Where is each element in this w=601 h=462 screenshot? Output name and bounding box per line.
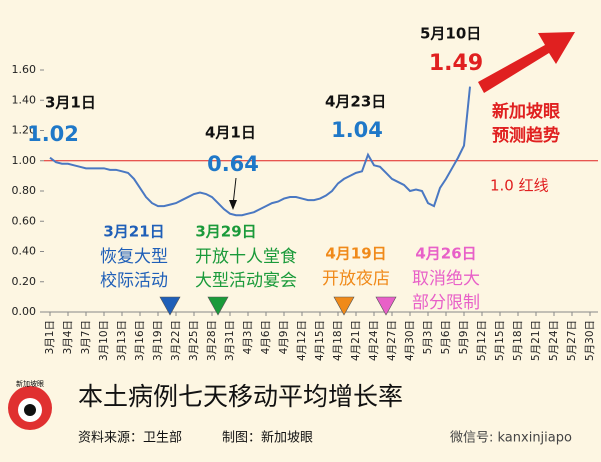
x-tick-label: 3月4日 [62, 320, 74, 354]
event-text: 大型活动宴会 [195, 271, 297, 291]
event-marker [207, 296, 229, 316]
x-tick-label: 4月15日 [314, 320, 326, 361]
annotation-value: 1.04 [331, 118, 383, 142]
x-tick-label: 4月6日 [260, 320, 272, 354]
trend-label: 预测趋势 [492, 125, 560, 146]
y-tick-label: 0.40 [12, 245, 37, 258]
x-tick-label: 5月24日 [548, 320, 560, 361]
maker: 制图：新加坡眼 [222, 430, 313, 446]
x-tick-label: 3月19日 [152, 320, 164, 361]
x-tick-label: 3月16日 [134, 320, 146, 361]
event-text: 校际活动 [100, 271, 168, 291]
x-tick-label: 3月13日 [116, 320, 128, 361]
chart-title: 本土病例七天移动平均增长率 [78, 382, 403, 411]
watermark: 微信号: kanxinjiapo [450, 431, 572, 446]
annotation-value: 1.49 [429, 51, 483, 76]
x-tick-label: 4月30日 [404, 320, 416, 361]
x-tick-label: 4月27日 [386, 320, 398, 361]
x-tick-label: 5月15日 [494, 320, 506, 361]
x-tick-label: 3月22日 [170, 320, 182, 361]
x-tick-label: 5月9日 [458, 320, 470, 354]
annotation-date: 4月1日 [205, 124, 256, 142]
x-tick-label: 5月30日 [584, 320, 596, 361]
annotation-date: 3月1日 [45, 94, 96, 112]
event-marker [375, 296, 397, 316]
event-marker [159, 296, 181, 316]
y-tick-label: 1.00 [12, 154, 37, 167]
source: 资料来源：卫生部 [78, 431, 182, 446]
annotation-value: 0.64 [207, 152, 259, 176]
x-tick-label: 5月6日 [440, 320, 452, 354]
x-tick-label: 3月1日 [44, 320, 56, 354]
event-text: 开放夜店 [322, 269, 390, 289]
x-tick-label: 3月28日 [206, 320, 218, 361]
x-tick-label: 4月9日 [278, 320, 290, 354]
x-tick-label: 5月27日 [566, 320, 578, 361]
x-tick-label: 4月21日 [350, 320, 362, 361]
x-tick-label: 4月3日 [242, 320, 254, 354]
reference-label: 1.0 红线 [490, 177, 549, 195]
annotation-date: 4月23日 [325, 93, 386, 111]
y-tick-label: 1.40 [12, 93, 37, 106]
event-text: 开放十人堂食 [195, 247, 297, 267]
logo-dot [24, 404, 36, 416]
y-tick-label: 0.00 [12, 305, 37, 318]
x-tick-label: 4月24日 [368, 320, 380, 361]
y-tick-label: 0.20 [12, 275, 37, 288]
x-tick-label: 3月7日 [80, 320, 92, 354]
x-tick-label: 4月12日 [296, 320, 308, 361]
event-text: 恢复大型 [100, 247, 168, 267]
x-tick-label: 3月10日 [98, 320, 110, 361]
logo-text: 新加坡眼 [16, 379, 44, 388]
event-date: 3月29日 [195, 223, 256, 241]
event-marker [333, 296, 355, 316]
y-tick-label: 1.60 [12, 63, 37, 76]
event-date: 3月21日 [103, 223, 164, 241]
trend-arrow [478, 32, 575, 93]
event-text: 取消绝大 [412, 269, 480, 289]
x-tick-label: 5月18日 [512, 320, 524, 361]
annotation-date: 5月10日 [420, 25, 481, 43]
trend-label: 新加坡眼 [492, 101, 560, 122]
event-text: 部分限制 [412, 293, 480, 313]
x-tick-label: 3月25日 [188, 320, 200, 361]
x-tick-label: 4月18日 [332, 320, 344, 361]
y-tick-label: 0.60 [12, 214, 37, 227]
x-tick-label: 3月31日 [224, 320, 236, 361]
data-line [49, 86, 471, 217]
pointer-head [229, 200, 237, 210]
x-tick-label: 5月12日 [476, 320, 488, 361]
x-tick-label: 5月3日 [422, 320, 434, 354]
event-date: 4月26日 [415, 245, 476, 263]
y-tick-label: 1.20 [12, 124, 37, 137]
y-tick-label: 0.80 [12, 184, 37, 197]
event-date: 4月19日 [325, 245, 386, 263]
annotation-value: 1.02 [27, 122, 79, 146]
x-tick-label: 5月21日 [530, 320, 542, 361]
